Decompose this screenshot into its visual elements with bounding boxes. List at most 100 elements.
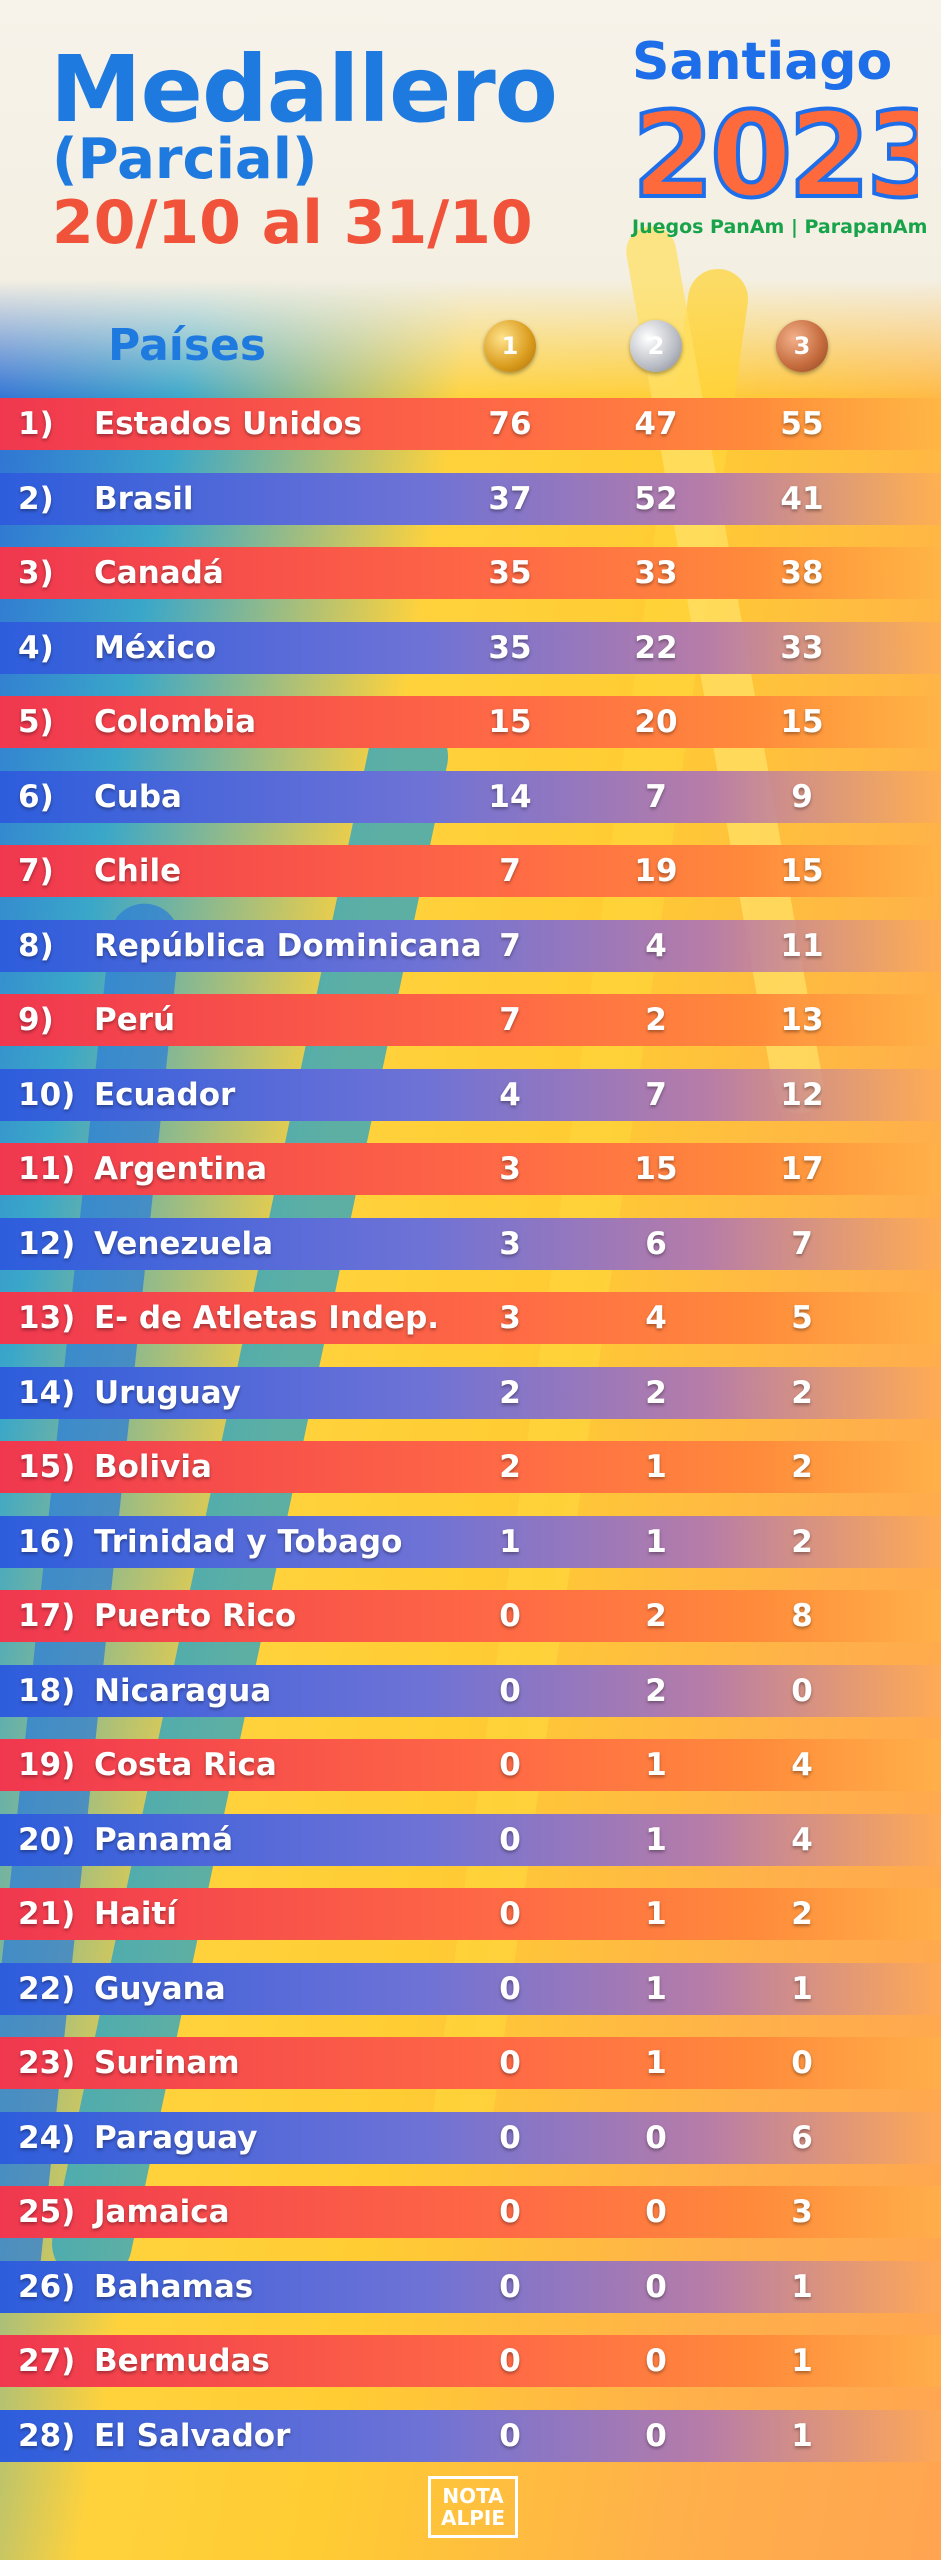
silver-count: 19: [616, 853, 696, 889]
silver-count: 2: [616, 1598, 696, 1634]
gold-count: 4: [470, 1077, 550, 1113]
rank-cell: 9): [18, 1002, 54, 1038]
silver-count: 22: [616, 630, 696, 666]
gold-count: 7: [470, 853, 550, 889]
bronze-count: 8: [762, 1598, 842, 1634]
gold-count: 0: [470, 2418, 550, 2454]
rank-cell: 24): [18, 2120, 75, 2156]
silver-count: 1: [616, 2045, 696, 2081]
bronze-count: 17: [762, 1151, 842, 1187]
bronze-count: 38: [762, 555, 842, 591]
silver-count: 1: [616, 1449, 696, 1485]
footer-brand-line2: ALPIE: [441, 2507, 505, 2529]
page-title: Medallero: [50, 40, 557, 140]
rank-cell: 15): [18, 1449, 75, 1485]
rank-cell: 21): [18, 1896, 75, 1932]
table-row: 24) Paraguay 0 0 6: [0, 2112, 941, 2164]
silver-count: 4: [616, 1300, 696, 1336]
table-row: 25) Jamaica 0 0 3: [0, 2186, 941, 2238]
rank-cell: 17): [18, 1598, 75, 1634]
table-row: 3) Canadá 35 33 38: [0, 547, 941, 599]
table-row: 8) República Dominicana 7 4 11: [0, 920, 941, 972]
table-row: 18) Nicaragua 0 2 0: [0, 1665, 941, 1717]
silver-count: 47: [616, 406, 696, 442]
bronze-count: 0: [762, 1673, 842, 1709]
country-cell: Puerto Rico: [94, 1598, 296, 1634]
bronze-medal-icon: 3: [776, 320, 828, 372]
bronze-count: 2: [762, 1375, 842, 1411]
silver-count: 7: [616, 779, 696, 815]
gold-count: 2: [470, 1449, 550, 1485]
country-cell: E- de Atletas Indep.: [94, 1300, 439, 1336]
rank-cell: 19): [18, 1747, 75, 1783]
gold-count: 3: [470, 1151, 550, 1187]
rank-cell: 7): [18, 853, 54, 889]
gold-count: 0: [470, 1896, 550, 1932]
bronze-count: 1: [762, 1971, 842, 2007]
date-range: 20/10 al 31/10: [52, 188, 533, 258]
table-row: 4) México 35 22 33: [0, 622, 941, 674]
bronze-count: 15: [762, 704, 842, 740]
rank-cell: 12): [18, 1226, 75, 1262]
table-row: 5) Colombia 15 20 15: [0, 696, 941, 748]
country-cell: Haití: [94, 1896, 177, 1932]
bronze-count: 1: [762, 2343, 842, 2379]
table-row: 1) Estados Unidos 76 47 55: [0, 398, 941, 450]
country-cell: Venezuela: [94, 1226, 273, 1262]
table-row: 14) Uruguay 2 2 2: [0, 1367, 941, 1419]
bronze-count: 41: [762, 481, 842, 517]
nota-alpie-logo: NOTA ALPIE: [428, 2476, 518, 2538]
country-cell: Jamaica: [94, 2194, 230, 2230]
silver-count: 0: [616, 2343, 696, 2379]
gold-count: 0: [470, 2194, 550, 2230]
gold-count: 0: [470, 1747, 550, 1783]
silver-count: 0: [616, 2194, 696, 2230]
bronze-count: 3: [762, 2194, 842, 2230]
table-row: 27) Bermudas 0 0 1: [0, 2335, 941, 2387]
rank-cell: 10): [18, 1077, 75, 1113]
gold-count: 7: [470, 1002, 550, 1038]
gold-count: 7: [470, 928, 550, 964]
table-row: 12) Venezuela 3 6 7: [0, 1218, 941, 1270]
gold-count: 3: [470, 1226, 550, 1262]
bronze-count: 11: [762, 928, 842, 964]
gold-count: 35: [470, 555, 550, 591]
silver-count: 1: [616, 1971, 696, 2007]
silver-count: 1: [616, 1822, 696, 1858]
country-cell: Uruguay: [94, 1375, 241, 1411]
bronze-count: 7: [762, 1226, 842, 1262]
rank-cell: 4): [18, 630, 54, 666]
silver-count: 15: [616, 1151, 696, 1187]
country-cell: Guyana: [94, 1971, 226, 2007]
rank-cell: 13): [18, 1300, 75, 1336]
country-cell: Trinidad y Tobago: [94, 1524, 402, 1560]
country-cell: Bolivia: [94, 1449, 212, 1485]
rank-cell: 16): [18, 1524, 75, 1560]
silver-medal-icon: 2: [630, 320, 682, 372]
rank-cell: 25): [18, 2194, 75, 2230]
silver-count: 52: [616, 481, 696, 517]
country-cell: Bahamas: [94, 2269, 253, 2305]
logo-year: 2023: [628, 92, 918, 212]
table-row: 21) Haití 0 1 2: [0, 1888, 941, 1940]
country-cell: Panamá: [94, 1822, 233, 1858]
gold-count: 35: [470, 630, 550, 666]
table-row: 23) Surinam 0 1 0: [0, 2037, 941, 2089]
country-cell: República Dominicana: [94, 928, 482, 964]
silver-count: 1: [616, 1896, 696, 1932]
rank-cell: 28): [18, 2418, 75, 2454]
table-row: 9) Perú 7 2 13: [0, 994, 941, 1046]
bronze-count: 9: [762, 779, 842, 815]
rank-cell: 3): [18, 555, 54, 591]
gold-count: 76: [470, 406, 550, 442]
country-cell: Estados Unidos: [94, 406, 362, 442]
silver-count: 20: [616, 704, 696, 740]
country-cell: Canadá: [94, 555, 224, 591]
rank-cell: 20): [18, 1822, 75, 1858]
gold-count: 0: [470, 1971, 550, 2007]
bronze-count: 5: [762, 1300, 842, 1336]
silver-count: 2: [616, 1375, 696, 1411]
country-cell: Ecuador: [94, 1077, 235, 1113]
table-row: 20) Panamá 0 1 4: [0, 1814, 941, 1866]
